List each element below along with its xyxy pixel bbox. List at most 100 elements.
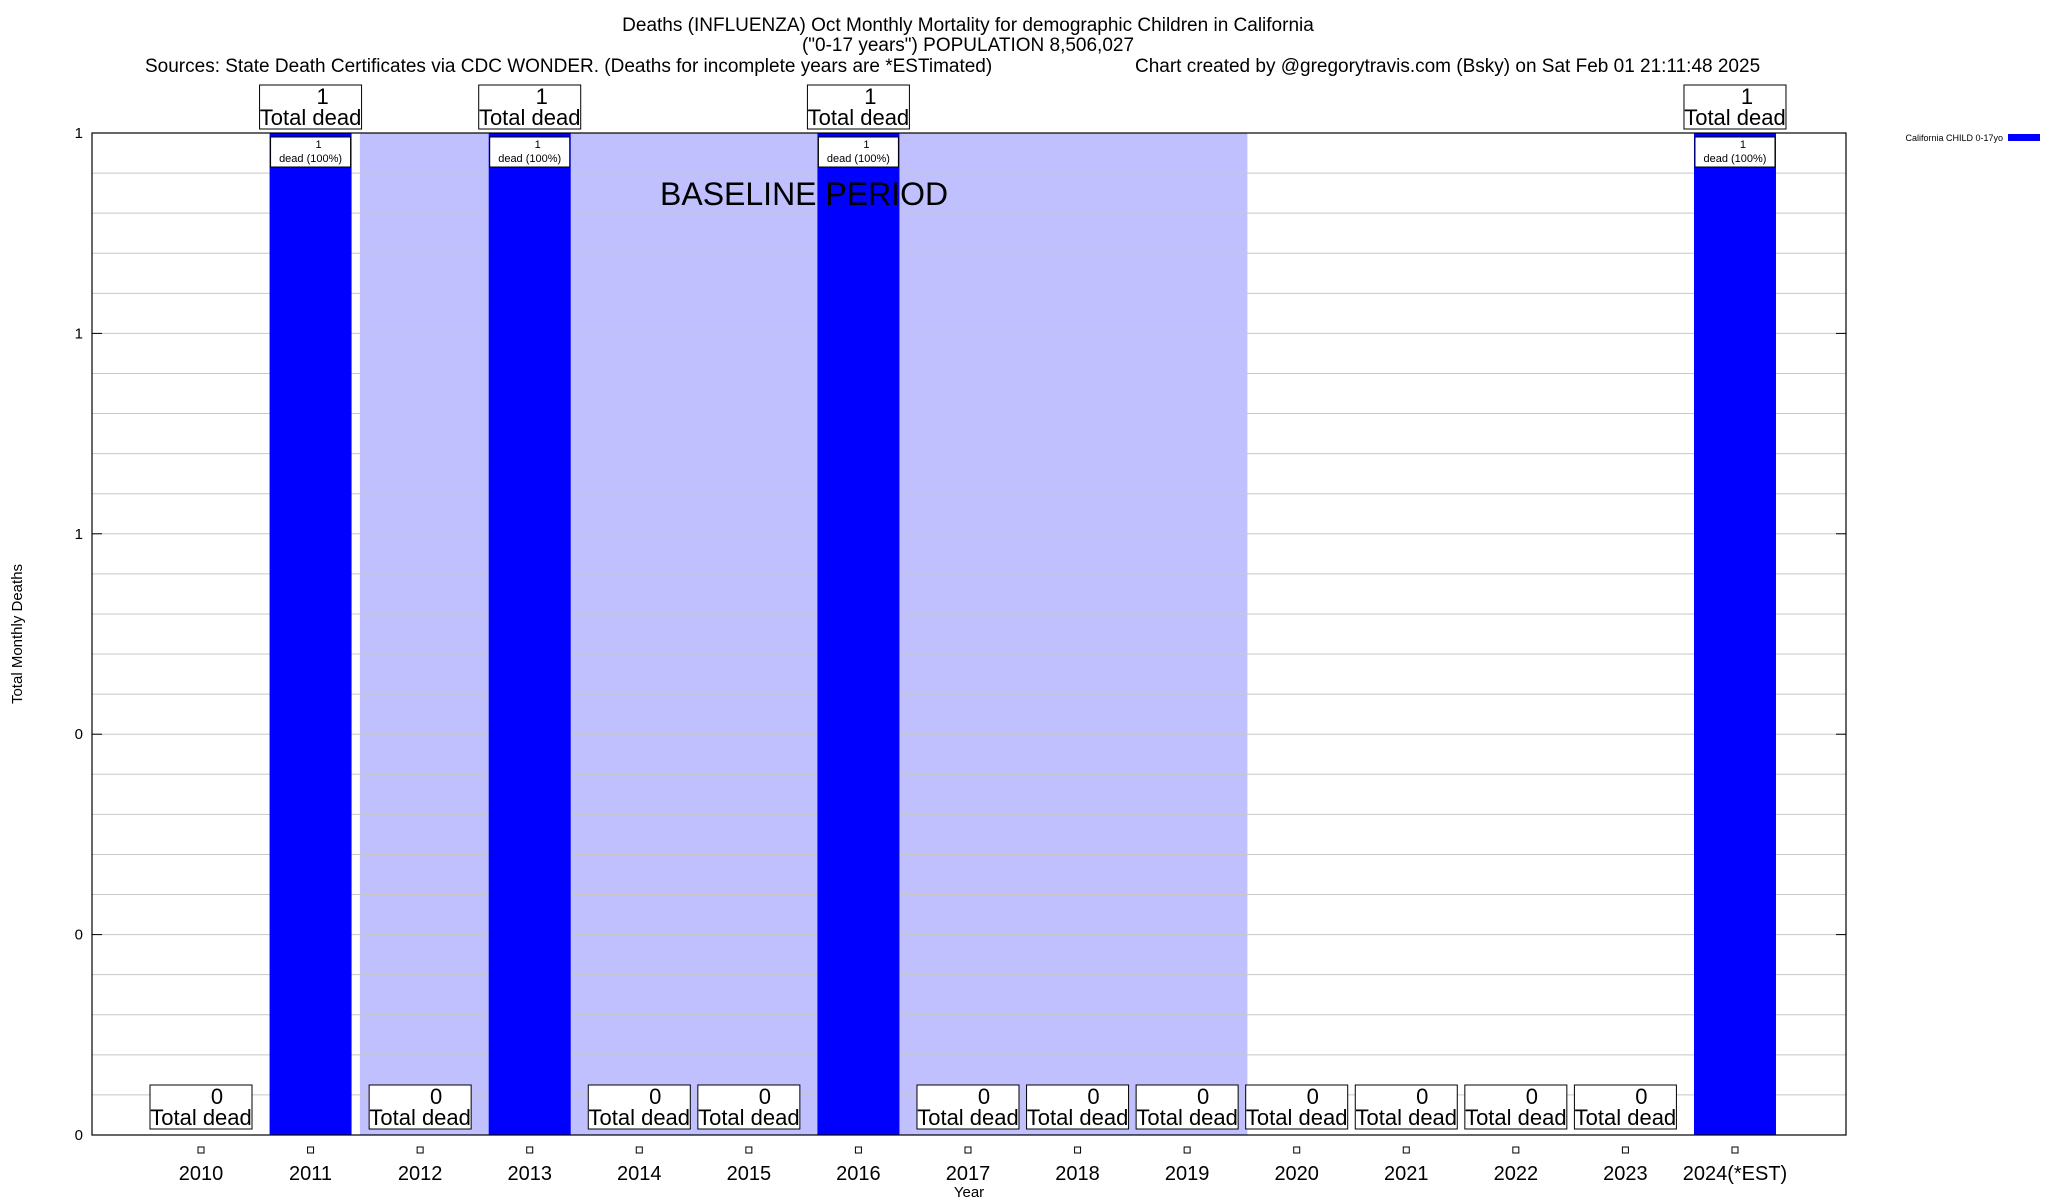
total-dead-label: Total dead	[1575, 1105, 1677, 1130]
total-value-label: 0	[211, 1084, 223, 1109]
x-tick-label: 2017	[946, 1163, 991, 1185]
inner-value-label: 1	[1740, 139, 1746, 151]
inner-label-box	[270, 136, 352, 168]
legend-swatch	[2008, 134, 2040, 141]
total-dead-label: Total dead	[150, 1105, 252, 1130]
total-dead-label: Total dead	[917, 1105, 1019, 1130]
total-dead-label: Total dead	[1136, 1105, 1238, 1130]
total-value-label: 1	[1741, 84, 1753, 109]
inner-percent-label: dead (100%)	[279, 153, 342, 165]
total-label-box	[368, 1084, 472, 1130]
total-dead-label: Total dead	[808, 105, 910, 130]
total-dead-label: Total dead	[1684, 105, 1786, 130]
x-tick-label: 2021	[1384, 1163, 1429, 1185]
total-label-box	[259, 84, 363, 130]
chart-subtitle: ("0-17 years") POPULATION 8,506,027	[802, 35, 1134, 56]
total-value-label: 0	[430, 1084, 442, 1109]
total-label-box	[1573, 1084, 1677, 1130]
total-dead-label: Total dead	[1356, 1105, 1458, 1130]
total-dead-label: Total dead	[1246, 1105, 1348, 1130]
total-value-label: 1	[536, 84, 548, 109]
x-tick-marker	[1621, 1146, 1629, 1154]
x-tick-label: 2014	[617, 1163, 662, 1185]
inner-label-box	[817, 136, 899, 168]
x-tick-marker	[1731, 1146, 1739, 1154]
total-label-box	[806, 84, 910, 130]
x-tick-label: 2023	[1603, 1163, 1648, 1185]
total-value-label: 0	[1307, 1084, 1319, 1109]
total-dead-label: Total dead	[479, 105, 581, 130]
total-label-box	[1026, 1084, 1130, 1130]
x-tick-marker	[635, 1146, 643, 1154]
plot-frame	[91, 132, 1847, 1136]
x-tick-marker	[307, 1146, 315, 1154]
x-tick-label: 2013	[507, 1163, 552, 1185]
chart-sources: Sources: State Death Certificates via CD…	[145, 56, 992, 77]
x-tick-label: 2016	[836, 1163, 881, 1185]
x-tick-marker	[1402, 1146, 1410, 1154]
x-tick-label: 2011	[289, 1163, 332, 1185]
x-tick-marker	[526, 1146, 534, 1154]
inner-percent-label: dead (100%)	[827, 153, 890, 165]
x-tick-label: 2012	[398, 1163, 443, 1185]
x-tick-marker	[964, 1146, 972, 1154]
y-axis-label: Total Monthly Deaths	[9, 564, 26, 704]
total-label-box	[1683, 84, 1787, 130]
total-label-box	[587, 1084, 691, 1130]
x-tick-label: 2024(*EST)	[1683, 1163, 1788, 1185]
total-dead-label: Total dead	[589, 1105, 691, 1130]
bar	[269, 133, 352, 1135]
inner-value-label: 1	[316, 139, 322, 151]
total-label-box	[1354, 1084, 1458, 1130]
inner-value-label: 1	[535, 139, 541, 151]
bar	[817, 133, 900, 1135]
total-label-box	[1245, 1084, 1349, 1130]
y-tick-label: 1	[75, 125, 83, 142]
x-tick-label: 2018	[1055, 1163, 1100, 1185]
x-tick-marker	[1074, 1146, 1082, 1154]
total-label-box	[697, 1084, 801, 1130]
legend-label: California CHILD 0-17yo	[1905, 133, 2003, 143]
total-label-box	[1135, 1084, 1239, 1130]
total-value-label: 0	[1416, 1084, 1428, 1109]
inner-label-box	[489, 136, 571, 168]
x-tick-label: 2015	[727, 1163, 772, 1185]
total-value-label: 0	[759, 1084, 771, 1109]
baseline-period-label: BASELINE PERIOD	[660, 176, 948, 212]
bar	[488, 133, 571, 1135]
total-value-label: 0	[1526, 1084, 1538, 1109]
inner-label-box	[1694, 136, 1776, 168]
x-tick-marker	[854, 1146, 862, 1154]
bar	[1693, 133, 1776, 1135]
x-tick-marker	[1293, 1146, 1301, 1154]
y-tick-label: 1	[75, 325, 83, 342]
x-tick-marker	[1512, 1146, 1520, 1154]
x-axis-label: Year	[954, 1184, 984, 1200]
inner-percent-label: dead (100%)	[498, 153, 561, 165]
y-tick-label: 0	[75, 1127, 83, 1144]
total-value-label: 1	[864, 84, 876, 109]
total-dead-label: Total dead	[1465, 1105, 1567, 1130]
total-dead-label: Total dead	[698, 1105, 800, 1130]
inner-percent-label: dead (100%)	[1703, 153, 1766, 165]
x-tick-marker	[745, 1146, 753, 1154]
y-tick-label: 0	[75, 726, 83, 743]
total-value-label: 0	[649, 1084, 661, 1109]
total-label-box	[1464, 1084, 1568, 1130]
x-tick-label: 2020	[1274, 1163, 1319, 1185]
total-value-label: 0	[978, 1084, 990, 1109]
x-tick-marker	[1183, 1146, 1191, 1154]
total-dead-label: Total dead	[260, 105, 362, 130]
total-label-box	[149, 1084, 253, 1130]
chart-credit: Chart created by @gregorytravis.com (Bsk…	[1135, 56, 1760, 77]
total-value-label: 1	[316, 84, 328, 109]
x-tick-marker	[416, 1146, 424, 1154]
total-label-box	[916, 1084, 1020, 1130]
inner-value-label: 1	[863, 139, 869, 151]
total-label-box	[478, 84, 582, 130]
y-tick-label: 0	[75, 927, 83, 944]
total-dead-label: Total dead	[369, 1105, 471, 1130]
x-tick-label: 2010	[179, 1163, 224, 1185]
total-dead-label: Total dead	[1027, 1105, 1129, 1130]
